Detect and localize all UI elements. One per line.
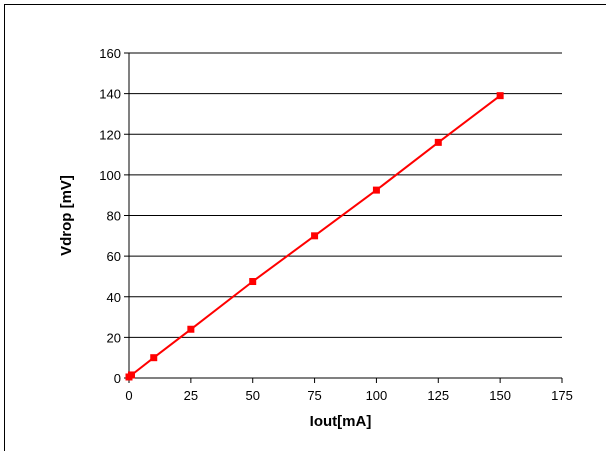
axes: [124, 52, 563, 383]
x-tick-label: 150: [489, 388, 511, 403]
x-axis-title: Iout[mA]: [310, 413, 372, 430]
plot-background: [5, 5, 607, 452]
y-tick-label: 140: [99, 87, 121, 102]
y-tick-label: 80: [107, 209, 121, 224]
y-tick-label: 40: [107, 290, 121, 305]
x-tick-label: 175: [551, 388, 573, 403]
gridlines: [129, 52, 562, 338]
x-tick-label: 75: [307, 388, 321, 403]
y-tick-label: 60: [107, 249, 121, 264]
y-tick-label: 100: [99, 168, 121, 183]
y-tick-label: 160: [99, 46, 121, 61]
series: [125, 92, 504, 381]
data-point: [496, 92, 504, 100]
data-point: [249, 278, 257, 286]
data-point: [311, 232, 319, 240]
x-tick-label: 0: [125, 388, 132, 403]
x-tick-label: 125: [427, 388, 449, 403]
y-tick-label: 0: [114, 371, 121, 386]
x-tick-label: 25: [184, 388, 198, 403]
y-tick-label: 120: [99, 127, 121, 142]
data-point: [150, 354, 158, 362]
chart-frame: 0 20 40 60 80 100 120 140 160 0 25 50 75 100 125 150 17…: [4, 4, 607, 452]
y-tick-label: 20: [107, 330, 121, 345]
y-tick-labels: 0 20 40 60 80 100 120 140 160: [99, 46, 121, 386]
x-tick-labels: 0 25 50 75 100 125 150 175: [125, 388, 572, 403]
data-point: [434, 138, 442, 146]
x-tick-label: 50: [245, 388, 259, 403]
data-point: [187, 325, 195, 333]
data-point: [127, 371, 135, 379]
y-axis-title: Vdrop [mV]: [58, 175, 75, 256]
x-tick-label: 100: [366, 388, 388, 403]
data-point: [372, 186, 380, 194]
line-chart: 0 20 40 60 80 100 120 140 160 0 25 50 75 100 125 150 17…: [5, 5, 607, 452]
